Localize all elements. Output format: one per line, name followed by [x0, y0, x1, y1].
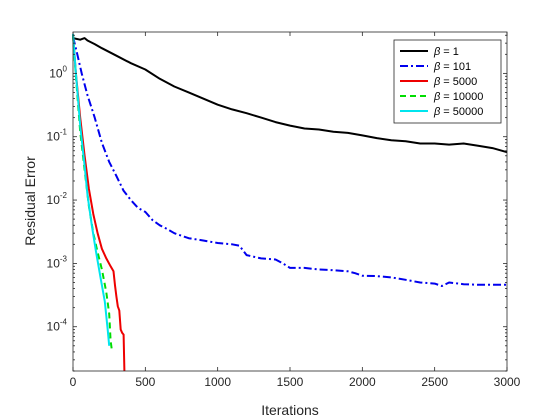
legend-label-0: β = 1	[433, 46, 459, 58]
series-line-0	[72, 37, 508, 154]
x-tick-label: 3000	[494, 375, 521, 389]
y-tick-exponent: -2	[60, 191, 68, 200]
legend-label-3: β = 10000	[433, 91, 483, 103]
legend-beta-symbol: β	[433, 91, 441, 103]
legend-beta-value: = 5000	[443, 76, 477, 88]
legend-beta-symbol: β	[433, 61, 441, 73]
legend-beta-symbol: β	[433, 46, 441, 58]
x-tick-label: 0	[70, 375, 77, 389]
y-tick-label: 10-2	[47, 191, 68, 207]
x-tick-label: 2000	[349, 375, 376, 389]
y-tick-exponent: -3	[60, 254, 68, 263]
y-tick-label: 10-1	[47, 128, 68, 144]
y-tick-exponent: -1	[60, 128, 68, 137]
x-tick-label: 1500	[277, 375, 304, 389]
y-tick-base: 10	[47, 193, 61, 207]
legend-beta-value: = 50000	[443, 106, 483, 118]
legend-beta-value: = 1	[443, 46, 459, 58]
legend-label-1: β = 101	[433, 61, 471, 73]
y-tick-label: 10-4	[47, 318, 68, 334]
y-axis-title: Residual Error	[22, 156, 38, 246]
series-line-3	[72, 35, 114, 353]
y-tick-label: 10-3	[47, 254, 68, 270]
y-tick-base: 10	[47, 256, 61, 270]
x-tick-label: 2500	[421, 375, 448, 389]
y-tick-label: 100	[49, 64, 67, 80]
y-tick-base: 10	[49, 66, 63, 80]
legend-beta-symbol: β	[433, 106, 441, 118]
legend-label-2: β = 5000	[433, 76, 477, 88]
series-line-2	[72, 35, 126, 372]
x-axis: 0 500 1000 1500 2000 2500 3000	[70, 32, 521, 389]
x-tick-label: 500	[135, 375, 155, 389]
y-tick-exponent: -4	[60, 318, 68, 327]
y-tick-exponent: 0	[63, 64, 68, 73]
series-layer	[72, 33, 508, 372]
legend-beta-symbol: β	[433, 76, 441, 88]
legend-beta-value: = 10000	[443, 91, 483, 103]
legend-label-4: β = 50000	[433, 106, 483, 118]
x-axis-title: Iterations	[261, 402, 319, 418]
legend-beta-value: = 101	[443, 61, 471, 73]
series-line-4	[72, 33, 111, 346]
y-tick-base: 10	[47, 130, 61, 144]
x-tick-label: 1000	[204, 375, 231, 389]
y-tick-base: 10	[47, 320, 61, 334]
